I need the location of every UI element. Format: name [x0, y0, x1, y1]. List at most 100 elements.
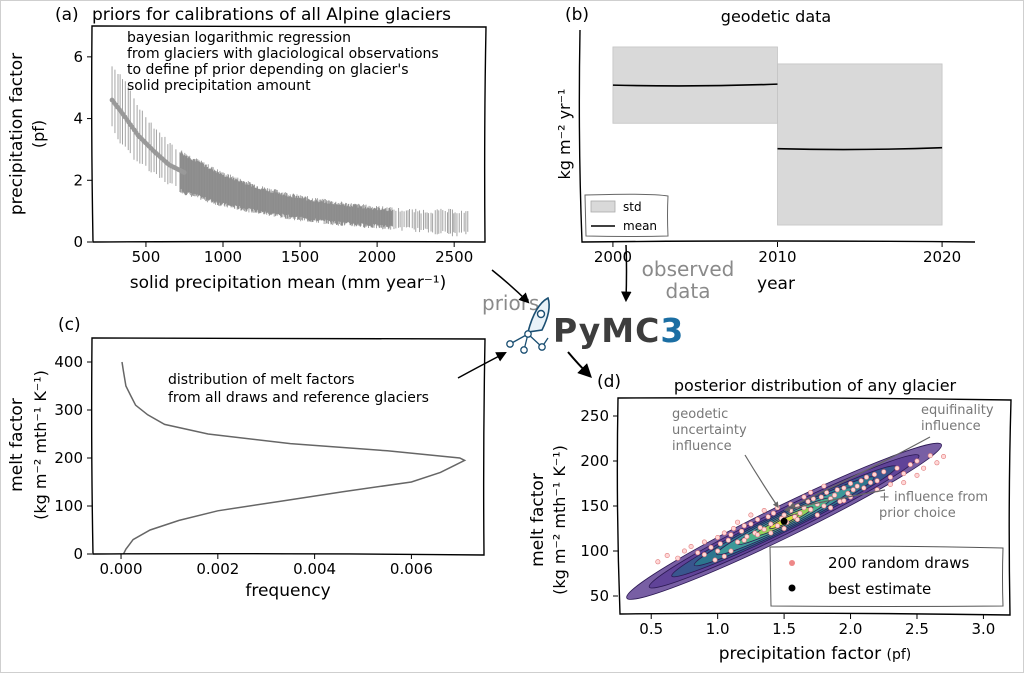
- panel-a-title: priors for calibrations of all Alpine gl…: [92, 5, 451, 25]
- panel-d-label: (d): [597, 372, 621, 392]
- random-draw-point: [761, 526, 767, 532]
- panel-d-ylabel-unit: (kg m⁻² mth⁻¹ K⁻¹): [550, 445, 569, 595]
- panel-d-annotation-geodetic-2: uncertainty: [672, 423, 747, 438]
- panel-b-title: geodetic data: [721, 7, 831, 26]
- panel-b-legend-mean: mean: [623, 219, 657, 233]
- x-tick-label: 1.5: [772, 620, 796, 638]
- random-draw-point: [781, 512, 787, 518]
- x-tick-label: 2020: [923, 248, 961, 266]
- panel-d-title: posterior distribution of any glacier: [674, 376, 957, 395]
- random-draw-point: [774, 523, 780, 529]
- random-draw-point: [828, 505, 834, 511]
- random-draw-point: [832, 492, 838, 498]
- x-tick-label: 2000: [358, 248, 396, 266]
- random-draw-point: [848, 480, 854, 486]
- random-draw-point: [735, 519, 741, 525]
- y-tick-label: 0: [73, 545, 83, 563]
- random-draw-point: [901, 471, 907, 477]
- random-draw-point: [871, 471, 877, 477]
- random-draw-point: [907, 462, 913, 468]
- observed-data-label-2: data: [665, 279, 710, 303]
- pymc-logo-digit: 3: [660, 311, 684, 350]
- x-tick-label: 3.0: [971, 620, 995, 638]
- random-draw-point: [863, 474, 869, 480]
- y-tick-label: 200: [580, 452, 609, 470]
- arrow-pymc-to-d: [567, 351, 592, 378]
- random-draw-point: [728, 532, 734, 538]
- random-draw-point: [887, 481, 893, 487]
- panel-d-legend-best: best estimate: [828, 580, 931, 598]
- random-draw-point: [841, 485, 847, 491]
- random-draw-point: [850, 487, 856, 493]
- random-draw-point: [755, 516, 761, 522]
- panel-d-annotation-geodetic-3: influence: [672, 439, 732, 454]
- random-draw-point: [821, 483, 827, 489]
- y-tick-label: 100: [54, 497, 83, 515]
- random-draw-point: [867, 480, 873, 486]
- random-draw-point: [941, 453, 947, 459]
- random-draw-point: [741, 523, 747, 529]
- y-tick-label: 50: [590, 587, 609, 605]
- x-tick-label: 2.5: [905, 620, 929, 638]
- y-tick-label: 150: [580, 497, 609, 515]
- random-draw-point: [701, 539, 707, 545]
- random-draw-point: [901, 480, 907, 486]
- random-draw-point: [721, 530, 727, 536]
- y-tick-label: 100: [580, 542, 609, 560]
- panel-a-ylabel: precipitation factor: [7, 53, 27, 215]
- random-draw-point: [927, 453, 933, 459]
- panel-a-annotation-line-3: to define pf prior depending on glacier'…: [127, 62, 409, 78]
- x-tick-label: 2000: [594, 248, 632, 266]
- random-draw-point: [768, 530, 774, 536]
- panel-d: (d) posterior distribution of any glacie…: [528, 372, 1012, 664]
- random-draw-point: [739, 528, 745, 534]
- x-tick-label: 0.002: [196, 560, 239, 578]
- panel-b-legend-std: std: [623, 200, 642, 214]
- random-draw-point: [845, 490, 851, 496]
- random-draw-point: [768, 521, 774, 527]
- panel-a-annotation-line-4: solid precipitation amount: [127, 78, 311, 94]
- random-draw-point: [715, 534, 721, 540]
- panel-a-ylabel-unit: (pf): [29, 120, 48, 148]
- y-tick-label: 200: [54, 449, 83, 467]
- pymc-logo-name: PyMC: [553, 311, 660, 350]
- random-draw-point: [874, 478, 880, 484]
- random-draw-point: [794, 516, 800, 522]
- random-draw-point: [728, 548, 734, 554]
- panel-b: (b) geodetic data 2000 2010 2020 year kg m…: [555, 5, 976, 294]
- panel-a-annotation-line-1: bayesian logarithmic regression: [127, 30, 351, 46]
- panel-b-label: (b): [565, 5, 589, 25]
- panel-a-xlabel: solid precipitation mean (mm year⁻¹): [130, 273, 447, 293]
- prior-mean-point: [181, 170, 187, 175]
- random-draw-point: [781, 525, 787, 531]
- random-draw-point: [717, 541, 723, 547]
- random-draw-point: [664, 552, 670, 558]
- random-draw-point: [675, 555, 681, 561]
- panel-b-ylabel: kg m⁻² yr⁻¹: [555, 89, 574, 180]
- random-draw-point: [797, 510, 803, 516]
- random-draw-point: [681, 548, 687, 554]
- panel-d-plot: [626, 442, 947, 600]
- random-draw-point: [914, 458, 920, 464]
- x-tick-label: 500: [132, 248, 161, 266]
- y-tick-label: 4: [73, 110, 83, 128]
- random-draw-point: [744, 534, 750, 540]
- y-tick-label: 250: [580, 407, 609, 425]
- best-estimate-point: [780, 517, 788, 525]
- panel-d-xlabel-main: precipitation factor: [719, 644, 881, 664]
- panel-c: (c) 0.000 0.002 0.004 0.006 0 100 200 300 400 di…: [7, 315, 486, 601]
- y-tick-label: 0: [73, 233, 83, 251]
- panel-c-ylabel-unit: (kg m⁻² mth⁻¹ K⁻¹): [31, 370, 50, 520]
- x-tick-label: 2500: [435, 248, 473, 266]
- melt-factor-density-line: [121, 361, 467, 555]
- panel-d-annotation-prior-2: prior choice: [879, 506, 956, 521]
- x-tick-label: 0.000: [100, 560, 143, 578]
- random-draw-point: [808, 507, 814, 513]
- random-draw-point: [748, 521, 754, 527]
- panel-b-axes: 2000 2010 2020: [594, 242, 961, 266]
- mean-line: [777, 146, 943, 151]
- random-draw-point: [761, 507, 767, 513]
- panel-d-annotation-prior-1: + influence from: [879, 490, 988, 505]
- panel-c-xlabel: frequency: [245, 581, 330, 601]
